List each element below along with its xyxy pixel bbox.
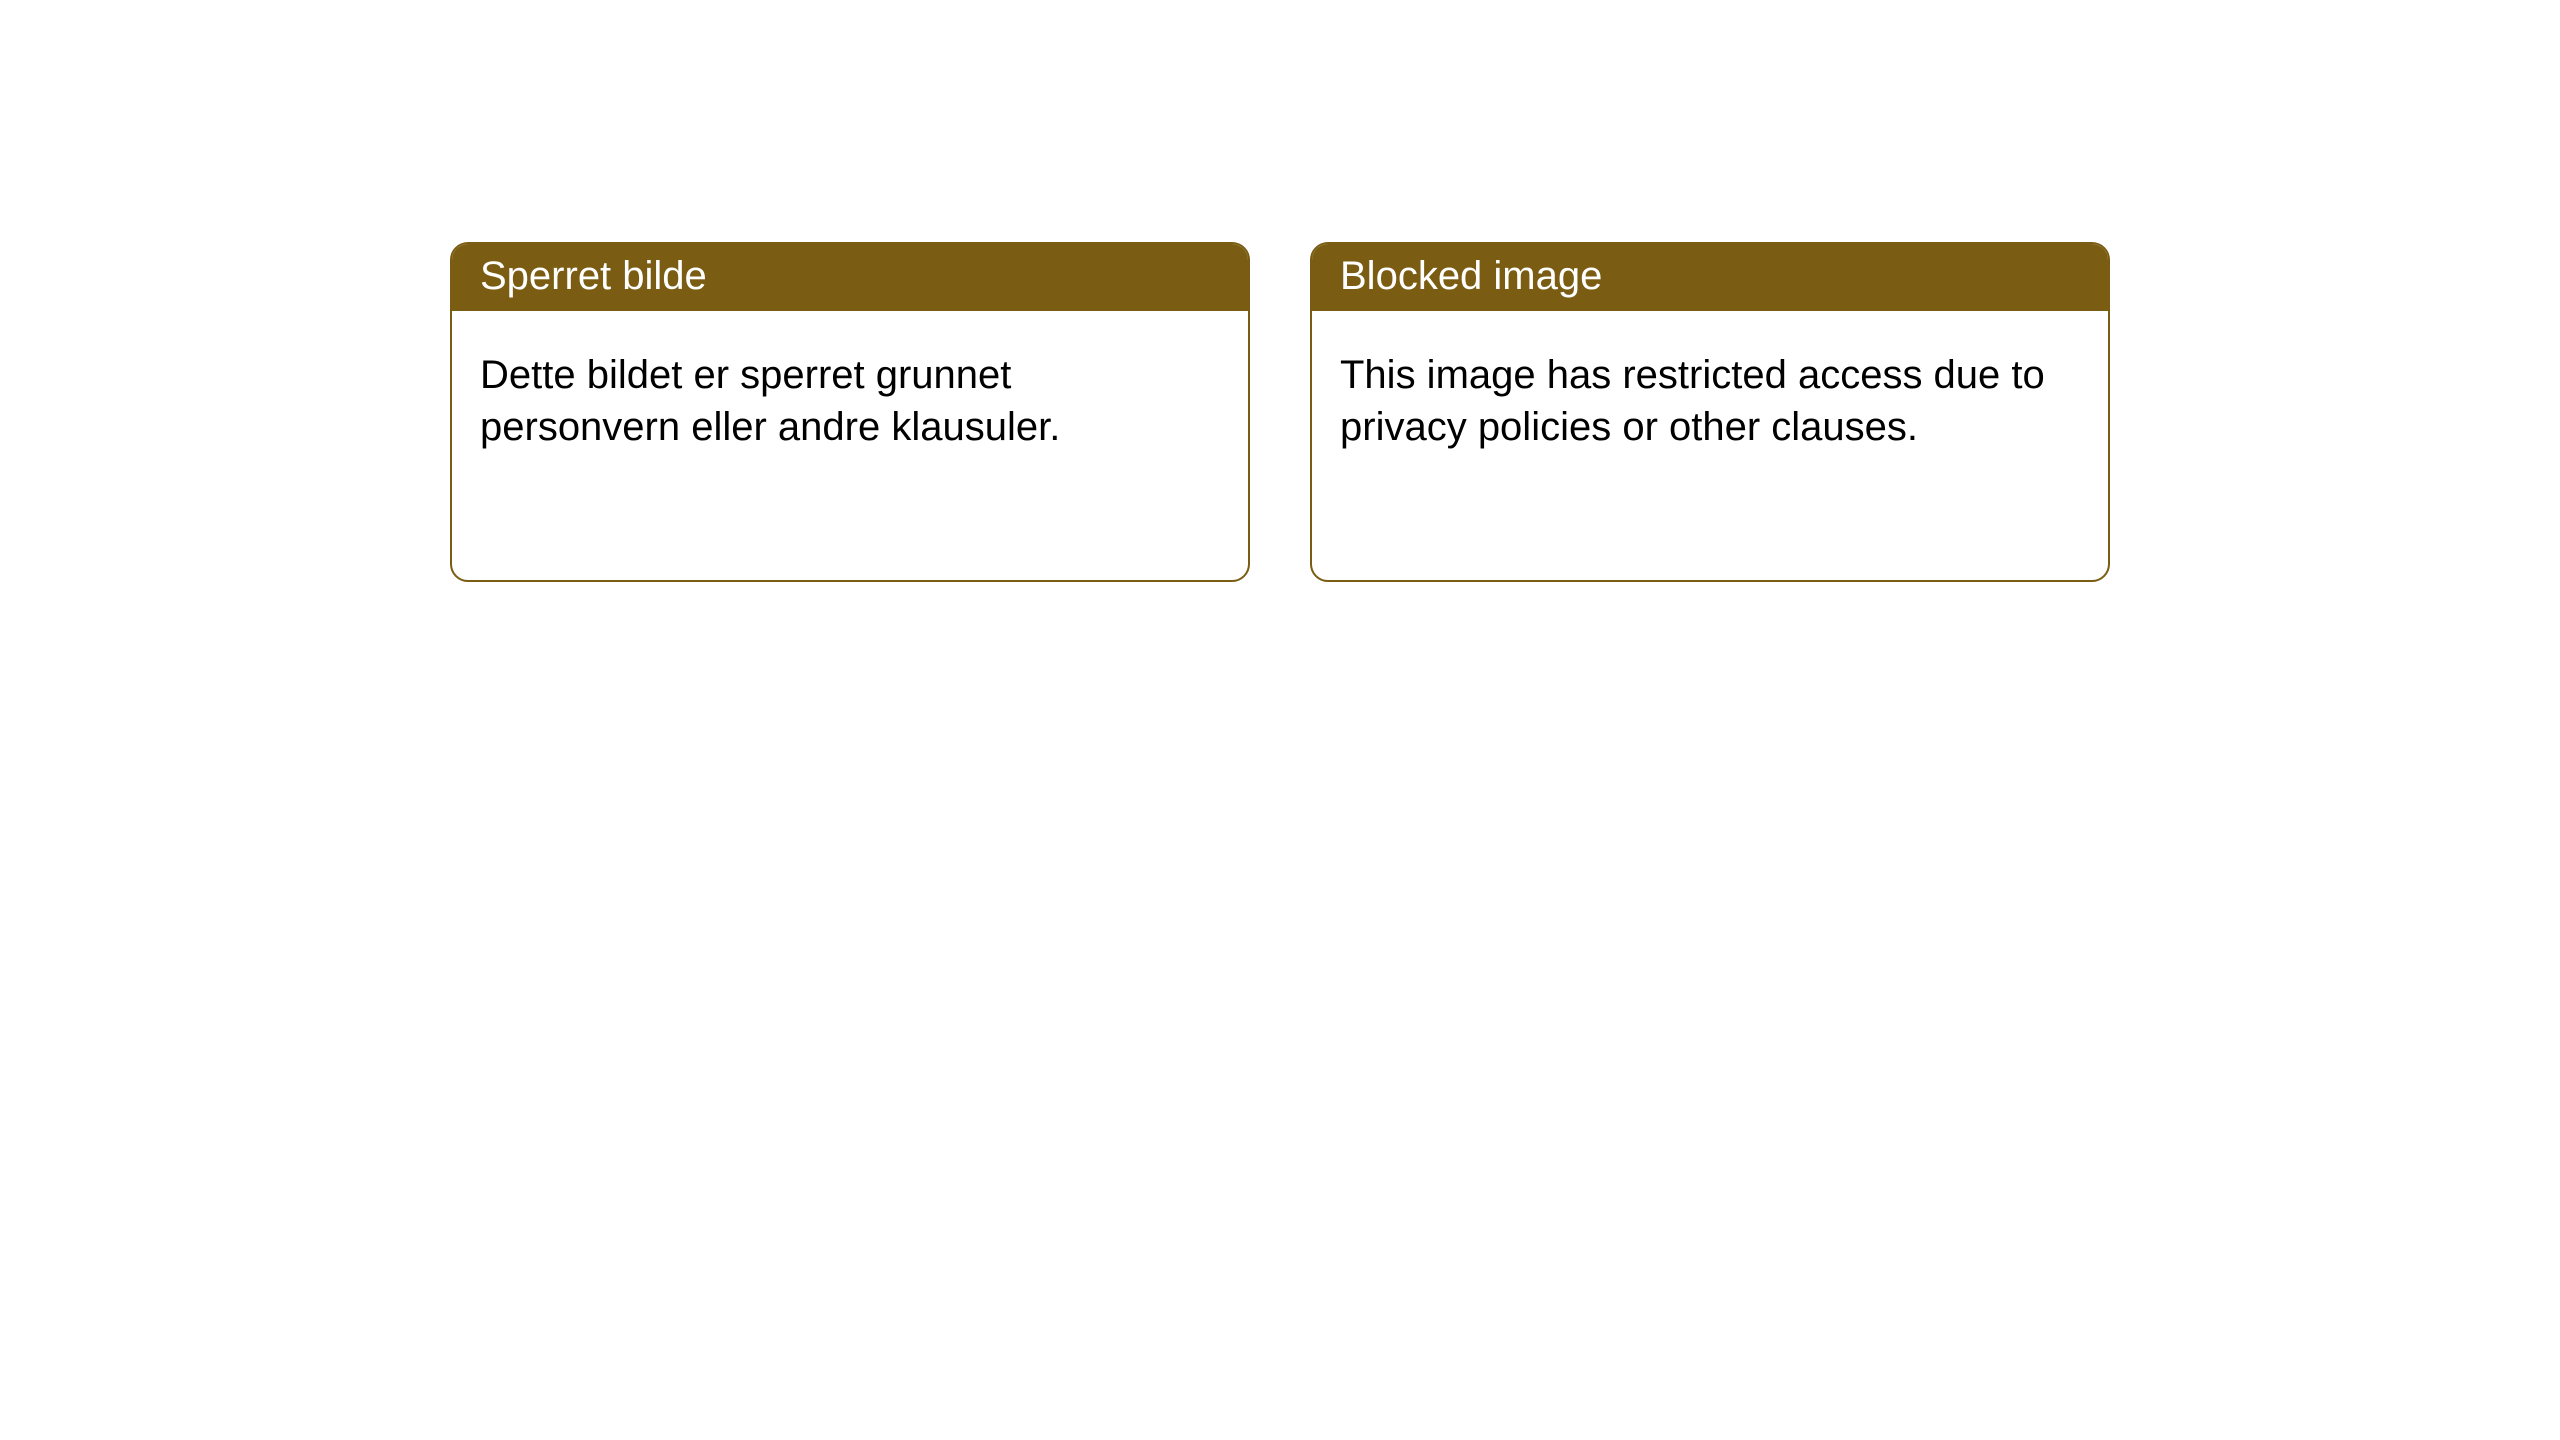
- blocked-image-card-en: Blocked image This image has restricted …: [1310, 242, 2110, 582]
- card-body-no: Dette bildet er sperret grunnet personve…: [452, 311, 1248, 481]
- blocked-image-card-no: Sperret bilde Dette bildet er sperret gr…: [450, 242, 1250, 582]
- card-body-text-no: Dette bildet er sperret grunnet personve…: [480, 353, 1060, 449]
- card-header-no: Sperret bilde: [452, 244, 1248, 311]
- card-title-en: Blocked image: [1340, 254, 1602, 298]
- cards-container: Sperret bilde Dette bildet er sperret gr…: [0, 0, 2560, 582]
- card-body-en: This image has restricted access due to …: [1312, 311, 2108, 481]
- card-header-en: Blocked image: [1312, 244, 2108, 311]
- card-body-text-en: This image has restricted access due to …: [1340, 353, 2045, 449]
- card-title-no: Sperret bilde: [480, 254, 707, 298]
